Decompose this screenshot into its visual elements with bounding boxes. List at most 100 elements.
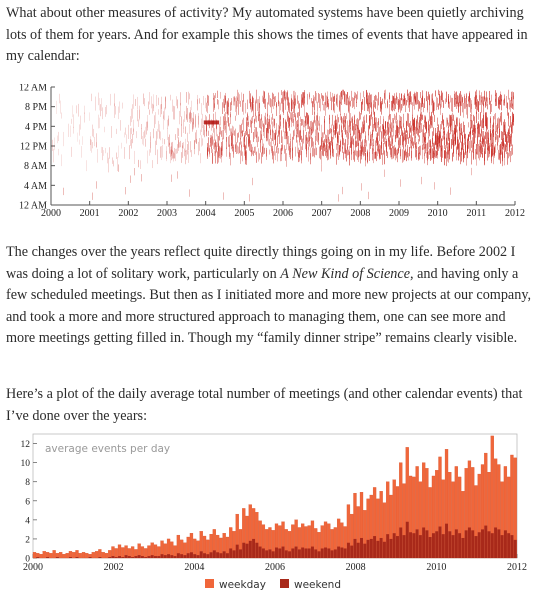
- event-mark: [311, 120, 312, 131]
- event-mark: [160, 146, 161, 158]
- event-mark: [203, 120, 220, 125]
- event-mark: [473, 114, 474, 121]
- event-mark: [249, 136, 250, 151]
- event-mark: [163, 111, 164, 119]
- event-mark: [238, 132, 239, 138]
- event-mark: [120, 120, 121, 131]
- event-mark: [461, 147, 462, 162]
- event-mark: [222, 130, 223, 140]
- event-mark: [308, 115, 309, 127]
- event-mark: [147, 121, 148, 131]
- event-mark: [504, 150, 505, 158]
- event-mark: [319, 123, 320, 131]
- event-mark: [406, 120, 407, 133]
- event-mark: [165, 96, 166, 102]
- event-mark: [256, 134, 257, 143]
- event-mark: [368, 125, 369, 136]
- event-mark: [350, 133, 351, 148]
- event-mark: [262, 138, 263, 147]
- event-mark: [472, 130, 473, 136]
- event-mark: [286, 122, 287, 137]
- event-mark: [407, 149, 408, 158]
- event-mark: [244, 135, 245, 150]
- event-mark: [471, 119, 472, 128]
- event-mark: [332, 114, 333, 126]
- event-mark: [481, 92, 482, 99]
- event-mark: [421, 176, 422, 185]
- event-mark: [190, 107, 191, 119]
- event-mark: [389, 104, 390, 117]
- event-mark: [473, 142, 474, 153]
- event-mark: [403, 123, 404, 129]
- x-tick-label: 2012: [505, 208, 525, 219]
- event-mark: [261, 117, 262, 129]
- event-mark: [330, 150, 331, 159]
- event-mark: [360, 113, 361, 120]
- y-tick-label: 8 AM: [24, 161, 47, 172]
- event-mark: [208, 137, 209, 152]
- event-mark: [281, 144, 282, 151]
- event-mark: [189, 93, 190, 100]
- event-mark: [315, 91, 316, 101]
- event-mark: [464, 95, 465, 109]
- event-mark: [347, 92, 348, 106]
- event-mark: [233, 144, 234, 158]
- event-mark: [189, 189, 190, 197]
- event-mark: [407, 113, 408, 126]
- event-mark: [428, 119, 429, 134]
- event-mark: [272, 148, 273, 156]
- event-mark: [155, 112, 156, 125]
- event-mark: [112, 157, 113, 164]
- event-mark: [174, 153, 175, 159]
- event-mark: [370, 94, 371, 108]
- event-mark: [460, 91, 461, 106]
- event-mark: [184, 148, 185, 157]
- event-mark: [61, 154, 62, 167]
- event-mark: [209, 145, 210, 157]
- event-mark: [232, 146, 233, 152]
- event-mark: [481, 144, 482, 155]
- event-mark: [512, 144, 513, 155]
- event-mark: [493, 153, 494, 165]
- event-mark: [355, 92, 356, 99]
- event-mark: [505, 128, 506, 137]
- event-mark: [287, 131, 288, 145]
- event-mark: [256, 89, 257, 104]
- event-mark: [363, 124, 364, 134]
- event-mark: [253, 97, 254, 104]
- event-mark: [285, 131, 286, 140]
- event-mark: [484, 135, 485, 145]
- event-mark: [58, 131, 59, 142]
- event-mark: [487, 139, 488, 150]
- event-mark: [292, 149, 293, 159]
- event-mark: [352, 116, 353, 130]
- event-mark: [371, 102, 372, 117]
- event-mark: [457, 94, 458, 104]
- event-mark: [285, 96, 286, 110]
- event-mark: [415, 99, 416, 105]
- event-mark: [246, 129, 247, 136]
- event-mark: [79, 124, 80, 136]
- event-mark: [414, 95, 415, 110]
- event-mark: [409, 123, 410, 138]
- bar-weekend: [467, 527, 471, 558]
- event-mark: [357, 118, 358, 130]
- event-mark: [230, 113, 231, 125]
- event-mark: [413, 141, 414, 149]
- event-mark: [362, 140, 363, 155]
- event-mark: [403, 95, 404, 102]
- event-mark: [408, 99, 409, 108]
- event-mark: [150, 141, 151, 153]
- event-mark: [226, 120, 227, 136]
- event-mark: [353, 123, 354, 136]
- event-mark: [382, 153, 383, 165]
- event-mark: [254, 118, 255, 124]
- event-mark: [175, 134, 176, 141]
- event-mark: [139, 105, 140, 119]
- event-mark: [144, 98, 145, 107]
- event-mark: [305, 120, 306, 126]
- event-mark: [242, 130, 243, 137]
- event-mark: [235, 128, 236, 143]
- event-mark: [427, 152, 428, 161]
- event-mark: [181, 152, 182, 163]
